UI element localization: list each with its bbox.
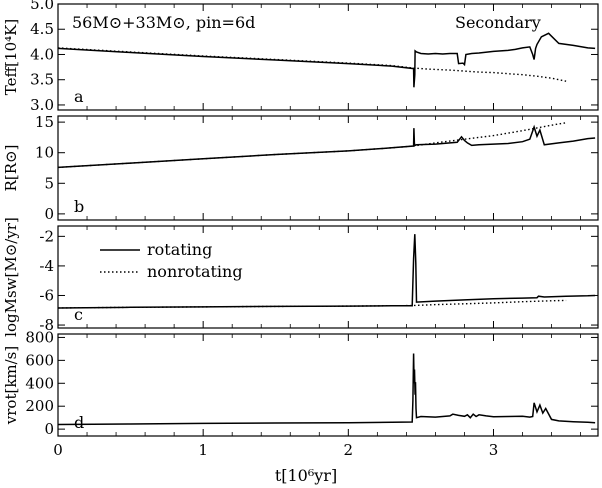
y-tick-label: -2 [39, 227, 54, 245]
component-label: Secondary [455, 13, 541, 32]
y-tick-label: 400 [25, 374, 54, 392]
panel-c: -8 -6 -4 -2 logMsw[M⊙/yr] c [2, 217, 599, 337]
series-rotating-line [58, 234, 596, 309]
panel-a: 3.0 3.5 4.0 4.5 5.0 Teff[10⁴K] a [2, 0, 599, 114]
y-axis-label: Teff[10⁴K] [2, 19, 20, 95]
legend: rotating nonrotating [100, 240, 243, 281]
y-axis-label: vrot[km/s] [2, 346, 20, 425]
panels-layer: 3.03.54.04.55.0Teff[10⁴K]a051015R[R⊙]b-8… [2, 0, 599, 459]
x-tick-label: 0 [53, 441, 63, 459]
series-nonrotating-line [58, 122, 567, 169]
series-rotating-line [58, 32, 596, 88]
y-tick-label: 800 [25, 328, 54, 346]
y-tick-label: -8 [39, 316, 54, 334]
series-nonrotating-line [58, 47, 567, 82]
panel-b: 0 5 10 15 R[R⊙] b [2, 113, 599, 223]
y-tick-label: 200 [25, 397, 54, 415]
x-tick-label: 1 [198, 441, 208, 459]
y-axis-label: logMsw[M⊙/yr] [2, 217, 20, 337]
y-tick-label: 5.0 [30, 0, 54, 13]
legend-label-nonrotating: nonrotating [147, 262, 243, 281]
y-tick-label: 0 [44, 420, 54, 438]
series-rotating-line [58, 353, 596, 426]
y-tick-label: 3.0 [30, 96, 54, 114]
panel-letter: b [74, 197, 84, 216]
series-nonrotating-line [58, 299, 567, 309]
y-tick-label: 3.5 [30, 71, 54, 89]
y-tick-label: 4.5 [30, 20, 54, 38]
y-tick-label: 5 [44, 174, 54, 192]
x-tick-label: 2 [344, 441, 354, 459]
panel-letter: c [74, 305, 83, 324]
x-tick-label: 3 [489, 441, 499, 459]
panel-letter: a [74, 87, 84, 106]
panel-frame [57, 333, 599, 437]
x-axis-label: t[10⁶yr] [275, 466, 337, 485]
y-tick-label: -4 [39, 257, 54, 275]
series-rotating-line [58, 124, 596, 169]
panel-frame [57, 3, 599, 111]
y-tick-label: 15 [35, 113, 54, 131]
y-tick-label: 10 [35, 144, 54, 162]
y-tick-label: 600 [25, 351, 54, 369]
panel-frame [57, 225, 599, 329]
panel-letter: d [74, 413, 84, 432]
legend-label-rotating: rotating [147, 240, 212, 259]
panel-frame [57, 115, 599, 221]
y-tick-label: 0 [44, 205, 54, 223]
system-label: 56M⊙+33M⊙, pin=6d [72, 13, 255, 32]
y-tick-label: 4.0 [30, 45, 54, 63]
y-tick-label: -6 [39, 286, 54, 304]
y-axis-label: R[R⊙] [2, 145, 20, 192]
